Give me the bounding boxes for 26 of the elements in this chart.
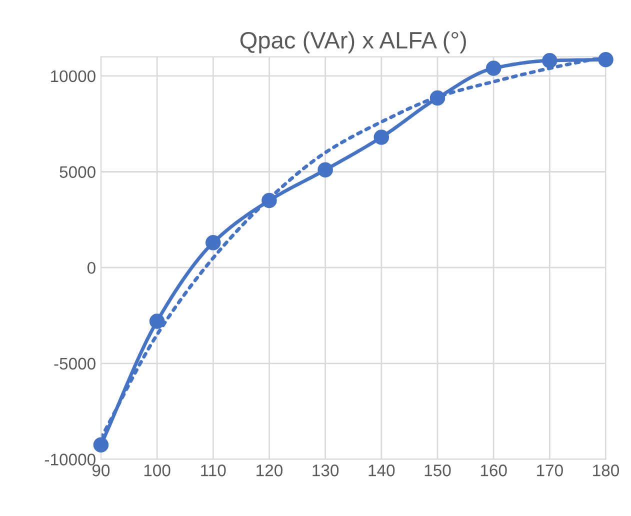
y-tick-label: 5000 bbox=[60, 166, 96, 178]
point bbox=[486, 60, 502, 76]
point bbox=[598, 52, 614, 68]
x-tick-label: 120 bbox=[256, 464, 282, 476]
point bbox=[430, 90, 446, 106]
x-tick-label: 180 bbox=[593, 464, 620, 476]
point bbox=[206, 235, 221, 250]
x-tick-label: 110 bbox=[201, 464, 226, 476]
y-tick-label: -10000 bbox=[44, 454, 96, 466]
x-tick-label: 160 bbox=[480, 464, 507, 476]
x-tick-label: 130 bbox=[312, 464, 339, 476]
x-tick-label: 150 bbox=[424, 464, 451, 476]
x-tick-label: 90 bbox=[92, 464, 110, 476]
y-tick-label: 0 bbox=[87, 262, 96, 274]
x-tick-label: 100 bbox=[144, 464, 170, 476]
chart-title: Qpac (VAr) x ALFA (°) bbox=[240, 31, 466, 54]
x-tick-label: 170 bbox=[537, 464, 563, 476]
point bbox=[93, 437, 109, 453]
point bbox=[374, 130, 390, 145]
point bbox=[262, 192, 277, 208]
point bbox=[149, 314, 165, 329]
y-tick-label: -5000 bbox=[54, 358, 96, 370]
point bbox=[318, 162, 333, 178]
point bbox=[542, 52, 558, 68]
y-tick-label: 10000 bbox=[51, 70, 96, 82]
x-tick-label: 140 bbox=[368, 464, 395, 476]
